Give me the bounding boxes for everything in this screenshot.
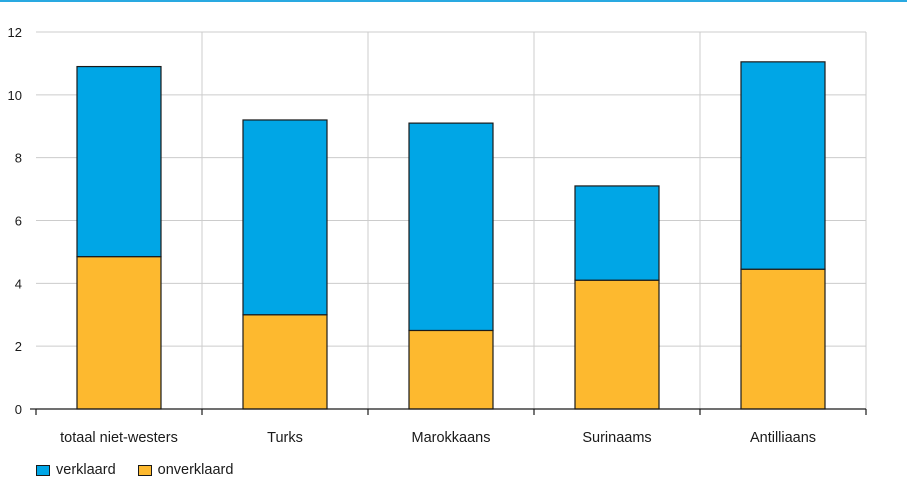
bar-verklaard-0	[76, 65, 162, 258]
legend-item-onverklaard: onverklaard	[137, 462, 234, 478]
y-tick-label-2: 2	[15, 339, 22, 354]
legend-item-verklaard: verklaard	[36, 462, 116, 478]
bar-onverklaard-3	[574, 279, 660, 410]
bar-verklaard-2	[408, 122, 494, 332]
axes	[30, 408, 867, 415]
bar-onverklaard-0	[76, 256, 162, 410]
y-tick-label-10: 10	[8, 88, 22, 103]
x-tick-label-3: Surinaams	[582, 430, 651, 446]
legend-label-onverklaard: onverklaard	[157, 462, 234, 478]
y-tick-label-0: 0	[15, 402, 22, 417]
bar-verklaard-3	[574, 185, 660, 281]
bar-onverklaard-4	[740, 268, 826, 410]
y-tick-label-12: 12	[8, 25, 22, 40]
x-tick-label-2: Marokkaans	[412, 430, 491, 446]
tick-labels: 0 2 4 6 8 10 12 totaal niet-westers Turks Marokka…	[8, 25, 817, 446]
y-tick-label-6: 6	[15, 214, 22, 229]
legend: verklaard onverklaard	[36, 461, 255, 479]
bar-onverklaard-1	[242, 314, 328, 410]
y-tick-label-8: 8	[15, 151, 22, 166]
x-tick-label-4: Antilliaans	[750, 430, 816, 446]
legend-swatch-verklaard	[36, 464, 50, 476]
legend-label-verklaard: verklaard	[56, 462, 116, 478]
bars	[76, 61, 826, 410]
bar-verklaard-4	[740, 61, 826, 270]
x-tick-label-1: Turks	[267, 430, 303, 446]
x-tick-label-0: totaal niet-westers	[60, 430, 178, 446]
bar-onverklaard-2	[408, 329, 494, 410]
bar-verklaard-1	[242, 119, 328, 316]
y-tick-label-4: 4	[15, 276, 22, 291]
legend-swatch-onverklaard	[137, 464, 152, 476]
